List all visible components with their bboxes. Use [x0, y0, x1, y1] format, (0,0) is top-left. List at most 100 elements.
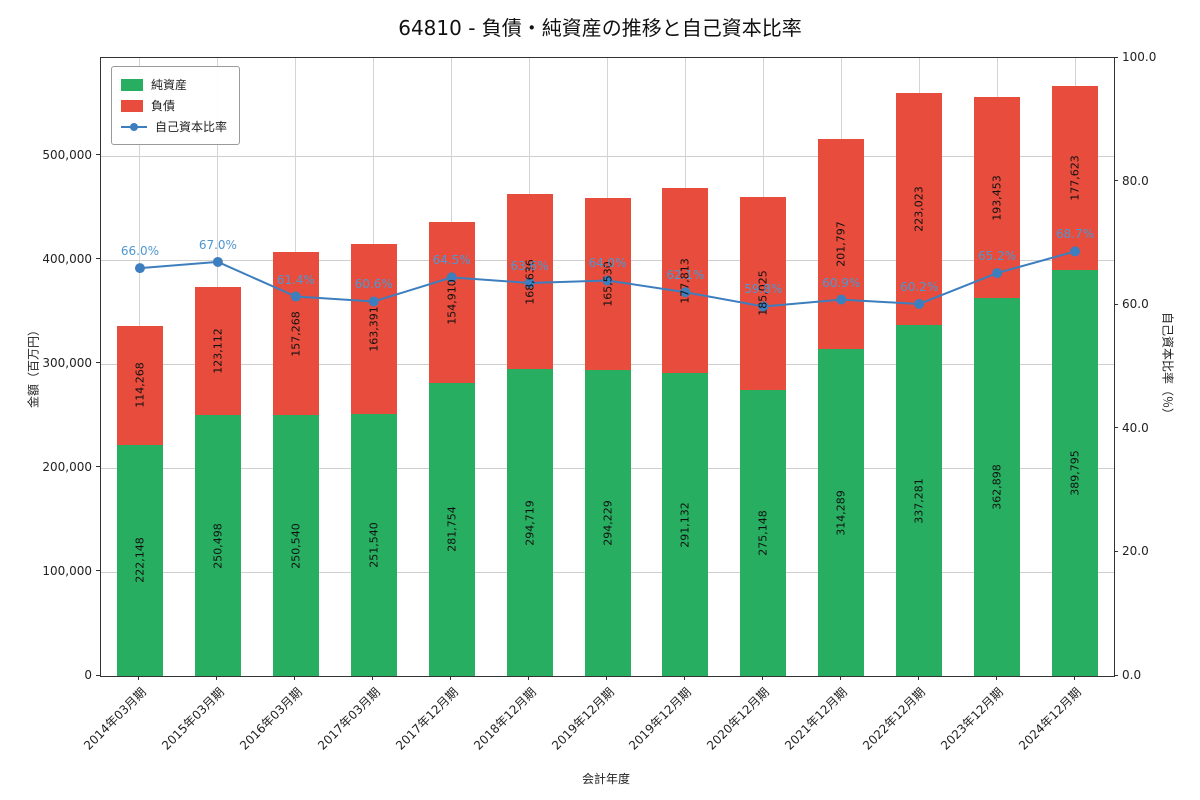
chart-title: 64810 - 負債・純資産の推移と自己資本比率: [398, 16, 802, 40]
equity-ratio-label: 60.6%: [354, 277, 393, 292]
bar-value-label-net-assets: 337,281: [912, 477, 926, 524]
legend-swatch-equity-ratio: [121, 121, 147, 133]
y-tick-label-right: 60.0: [1122, 297, 1149, 312]
y-tick-label-left: 500,000: [42, 147, 92, 162]
plot-area: 222,148 114,268 250,498 123,112 250,540 157,2…: [100, 57, 1115, 677]
y-axis-tick-right: [1114, 674, 1118, 676]
legend-label: 自己資本比率: [155, 120, 228, 134]
x-axis-label: 会計年度: [581, 772, 631, 786]
bar-value-label-liabilities: 193,453: [990, 175, 1004, 221]
legend-item: 自己資本比率: [121, 116, 227, 137]
bar-value-label-net-assets: 389,795: [1068, 450, 1082, 496]
bar-value-label-net-assets: 250,498: [211, 522, 225, 569]
bar-value-label-net-assets: 362,898: [990, 464, 1004, 510]
x-axis-tick: [216, 676, 218, 680]
y-axis-tick-left: [96, 258, 100, 260]
x-axis-tick: [839, 676, 841, 680]
bar-value-label-liabilities: 177,623: [1068, 155, 1082, 201]
y-tick-label-right: 40.0: [1122, 420, 1149, 435]
x-axis-tick: [294, 676, 296, 680]
y-axis-label-left: 金額（百万円）: [26, 323, 41, 409]
bar-value-label-net-assets: 291,132: [678, 501, 692, 548]
equity-ratio-label: 59.8%: [744, 282, 783, 297]
bar-value-label-net-assets: 275,148: [756, 510, 770, 556]
equity-ratio-label: 66.0%: [120, 244, 160, 259]
y-axis-tick-right: [1114, 550, 1118, 552]
y-tick-label-right: 80.0: [1122, 173, 1149, 188]
bar-segment-net-assets: [584, 369, 631, 676]
bar-value-label-net-assets: 294,719: [523, 499, 537, 546]
bar-value-label-liabilities: 157,268: [289, 310, 303, 357]
bar-segment-liabilities: [116, 325, 163, 445]
legend-label: 純資産: [151, 78, 188, 92]
legend-item: 負債: [121, 95, 227, 116]
bar-value-label-liabilities: 123,112: [211, 328, 225, 375]
y-tick-label-right: 100.0: [1122, 50, 1157, 64]
bar-segment-liabilities: [818, 139, 865, 349]
legend-item: 純資産: [121, 74, 227, 95]
equity-ratio-label: 65.2%: [978, 249, 1017, 264]
y-axis-tick-left: [96, 362, 100, 364]
bar-segment-liabilities: [1052, 85, 1099, 271]
equity-ratio-label: 67.0%: [198, 237, 237, 252]
y-axis-tick-left: [96, 570, 100, 572]
y-tick-label-left: 0: [84, 668, 92, 682]
bar-value-label-liabilities: 223,023: [912, 186, 926, 232]
bar-segment-liabilities: [194, 287, 241, 416]
y-tick-label-left: 100,000: [42, 563, 92, 578]
bar-value-label-net-assets: 250,540: [289, 522, 303, 569]
bar-segment-net-assets: [350, 414, 397, 676]
bar-segment-net-assets: [818, 349, 865, 676]
bar-value-label-net-assets: 222,148: [133, 537, 147, 584]
equity-ratio-label: 60.2%: [900, 279, 939, 294]
y-axis-tick-right: [1114, 427, 1118, 429]
equity-ratio-label: 64.5%: [432, 253, 471, 268]
y-axis-tick-right: [1114, 180, 1118, 182]
x-axis-tick: [138, 676, 140, 680]
x-axis-tick: [606, 676, 607, 680]
value-labels-layer: 222,148 114,268 250,498 123,112 250,540 157,2…: [101, 58, 1114, 676]
legend-label: 負債: [151, 99, 176, 113]
x-axis-tick: [995, 676, 997, 680]
y-axis-label-right: 自己資本比率（％）: [1160, 311, 1175, 421]
x-axis-tick: [1073, 676, 1075, 680]
y-axis-tick-left: [96, 154, 100, 156]
legend-swatch-liabilities: [121, 99, 143, 112]
bar-segment-net-assets: [272, 415, 319, 676]
x-axis-tick: [528, 676, 530, 680]
equity-ratio-label: 63.6%: [510, 258, 549, 273]
y-tick-label-right: 0.0: [1122, 668, 1142, 682]
bar-value-label-net-assets: 281,754: [445, 506, 459, 553]
equity-ratio-label: 62.1%: [666, 268, 705, 283]
y-axis-tick-left: [96, 466, 100, 468]
legend-swatch-net-assets: [121, 78, 143, 91]
legend-line-marker: [130, 122, 138, 131]
y-tick-label-left: 300,000: [42, 355, 92, 370]
equity-ratio-label: 60.9%: [822, 275, 861, 290]
bar-segment-net-assets: [428, 382, 475, 676]
y-tick-label-right: 20.0: [1122, 544, 1149, 559]
equity-ratio-label: 64.0%: [588, 256, 627, 271]
bar-value-label-net-assets: 251,540: [367, 522, 381, 568]
equity-ratio-label: 61.4%: [276, 272, 315, 287]
bar-value-label-net-assets: 294,229: [601, 500, 614, 546]
x-axis-tick: [450, 676, 452, 680]
bar-value-label-net-assets: 314,289: [834, 489, 848, 536]
y-axis-tick-left: [96, 674, 100, 676]
bar-segment-net-assets: [116, 444, 163, 676]
y-tick-label-left: 400,000: [42, 251, 92, 266]
x-axis-tick: [372, 676, 374, 680]
x-axis-tick: [917, 676, 919, 680]
bar-value-label-liabilities: 154,910: [445, 279, 459, 326]
bar-segment-net-assets: [896, 325, 943, 676]
bar-segment-net-assets: [194, 415, 241, 676]
x-axis-tick: [683, 676, 685, 680]
y-axis-tick-right: [1114, 303, 1118, 305]
bar-segment-net-assets: [974, 298, 1021, 676]
bar-value-label-liabilities: 163,391: [367, 306, 381, 353]
x-axis-tick: [761, 676, 763, 680]
equity-ratio-label: 68.7%: [1055, 227, 1095, 242]
bar-value-label-liabilities: 201,797: [834, 221, 848, 267]
y-axis-tick-right: [1114, 56, 1118, 58]
